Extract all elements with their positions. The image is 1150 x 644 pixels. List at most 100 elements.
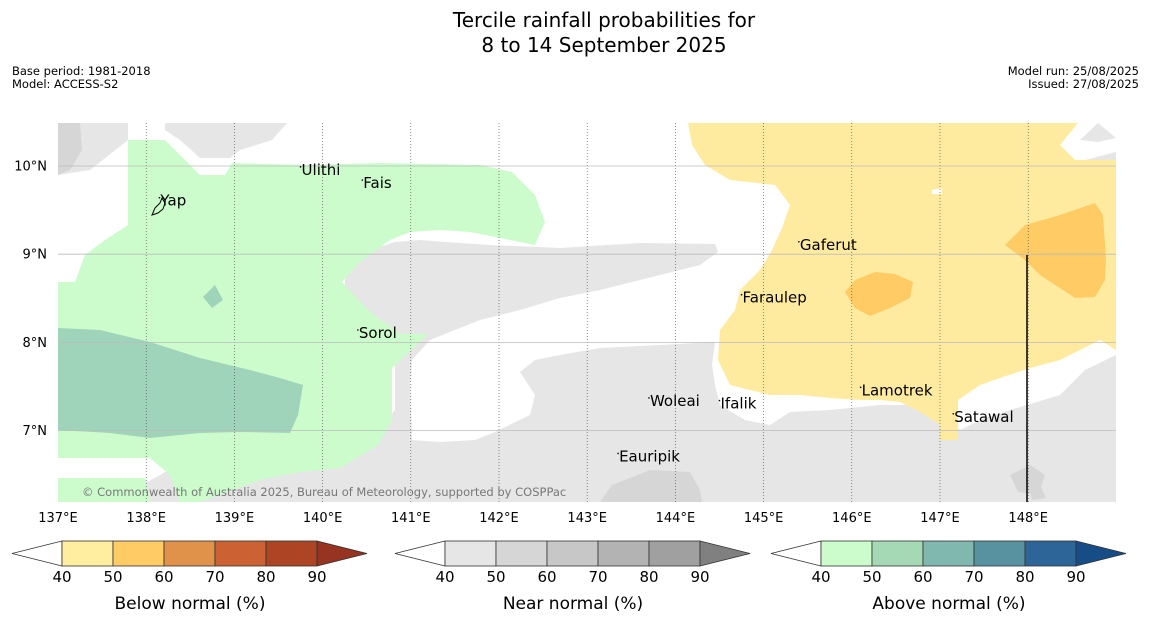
longitude-tick-labels: 137°E 138°E 139°E 140°E 141°E 142°E 143°E 144°E… [38,511,1048,526]
colorbar-over-triangle [1075,540,1127,567]
longitude-tick-label: 137°E [38,511,78,526]
place-label: Fais [363,174,392,192]
model-run-text: Model run: 25/08/2025 [1007,64,1139,78]
colorbar-tick-label: 50 [103,568,122,586]
colorbar-tick-label: 40 [811,568,830,586]
place-marker [648,397,650,399]
base-period-text: Base period: 1981-2018 [12,64,151,78]
title-line-1: Tercile rainfall probabilities for [452,8,756,32]
colorbar-under-triangle [394,540,446,567]
colorbar-segment [112,540,165,567]
longitude-tick-label: 142°E [479,511,519,526]
place-label: Eauripik [619,447,680,465]
place-label: Ifalik [721,395,757,413]
longitude-tick-label: 138°E [126,511,166,526]
chart-title: Tercile rainfall probabilities for 8 to … [0,8,1150,58]
colorbar-segment [214,540,267,567]
latitude-tick-labels: 10°N 9°N 8°N 7°N [14,160,47,440]
latitude-tick-label: 8°N [23,336,48,351]
place-label: Gaferut [800,236,857,254]
colorbar-under-triangle [770,540,822,567]
meta-right: Model run: 25/08/2025 Issued: 27/08/2025 [1008,65,1139,91]
colorbar-segment [597,540,650,567]
colorbar-tick-label: 50 [486,568,505,586]
longitude-tick-label: 139°E [215,511,255,526]
place-label: Ulithi [302,161,341,179]
colorbar-segment [922,540,975,567]
place-marker [357,329,359,331]
colorbar-tick-label: 80 [1015,568,1034,586]
copyright-text: © Commonwealth of Australia 2025, Bureau… [82,485,566,499]
yap-island-outline [151,196,166,216]
latitude-tick-label: 10°N [14,160,47,175]
colorbar-tick-label: 60 [537,568,556,586]
colorbar-segment [1024,540,1077,567]
longitude-tick-label: 145°E [744,511,784,526]
below-normal-50-patch-center [845,272,913,316]
issued-text: Issued: 27/08/2025 [1028,77,1139,91]
near-normal-region-top [165,123,287,158]
colorbar-above-normal: 40 50 60 70 80 90 [770,540,1127,586]
colorbar-near-normal-title: Near normal (%) [502,594,644,614]
place-marker [617,452,619,455]
longitude-tick-label: 140°E [303,511,343,526]
place-marker [740,293,743,296]
colorbar-segment [265,540,318,567]
colorbar-segment [163,540,216,567]
place-label: Faraulep [743,289,807,307]
colorbar-segment [546,540,599,567]
above-normal-50-spot [203,285,223,308]
near-normal-50-patch-left [58,123,82,175]
model-text: Model: ACCESS-S2 [12,77,119,91]
colorbar-tick-label: 40 [435,568,454,586]
colorbar-tick-label: 80 [256,568,275,586]
colorbar-segment [820,540,873,567]
place-marker [952,412,955,415]
colorbar-tick-label: 60 [154,568,173,586]
colorbar-tick-label: 90 [1066,568,1085,586]
colorbar-segment [871,540,924,567]
colorbar-below-normal: 40 50 60 70 80 90 [11,540,368,586]
colorbar-above-normal-title: Above normal (%) [872,594,1026,614]
place-marker [299,166,302,168]
place-labels: Yap Ulithi Fais Gaferut Faraulep Sorol Lamotre… [158,161,1014,465]
colorbar-over-triangle [316,540,368,567]
longitude-tick-label: 148°E [1008,511,1048,526]
place-marker [361,179,364,181]
place-marker [798,240,800,243]
colorbar-tick-label: 70 [964,568,983,586]
colorbar-tick-label: 50 [862,568,881,586]
colorbar-near-normal: 40 50 60 70 80 90 [394,540,751,586]
colorbar-segment [61,540,114,567]
longitude-tick-label: 141°E [391,511,431,526]
colorbar-tick-label: 60 [913,568,932,586]
title-line-2: 8 to 14 September 2025 [481,33,727,57]
place-label: Satawal [954,408,1013,426]
place-label: Woleai [650,392,700,410]
colorbar-tick-label: 90 [307,568,326,586]
latitude-tick-label: 7°N [23,424,48,439]
gridlines [58,123,1116,502]
colorbar-tick-label: 70 [205,568,224,586]
near-normal-region-small-top-right [1080,123,1116,142]
colorbar-tick-label: 90 [690,568,709,586]
place-label: Sorol [359,324,397,342]
colorbar-segment [973,540,1026,567]
colorbar-below-normal-title: Below normal (%) [114,594,266,614]
colorbar-tick-label: 70 [588,568,607,586]
near-normal-region-center [58,240,1116,502]
colorbar-tick-label: 80 [639,568,658,586]
meta-left: Base period: 1981-2018 Model: ACCESS-S2 [12,65,151,91]
place-marker [859,386,862,389]
colorbar-segment [648,540,701,567]
colorbar-segment [495,540,548,567]
latitude-tick-label: 9°N [23,248,48,263]
above-normal-region-bottom-left [58,478,150,502]
colorbar-tick-label: 40 [52,568,71,586]
place-marker [158,196,161,199]
longitude-tick-label: 143°E [567,511,607,526]
colorbar-over-triangle [699,540,751,567]
below-normal-50-patch-right [1005,203,1106,298]
longitude-tick-label: 147°E [920,511,960,526]
